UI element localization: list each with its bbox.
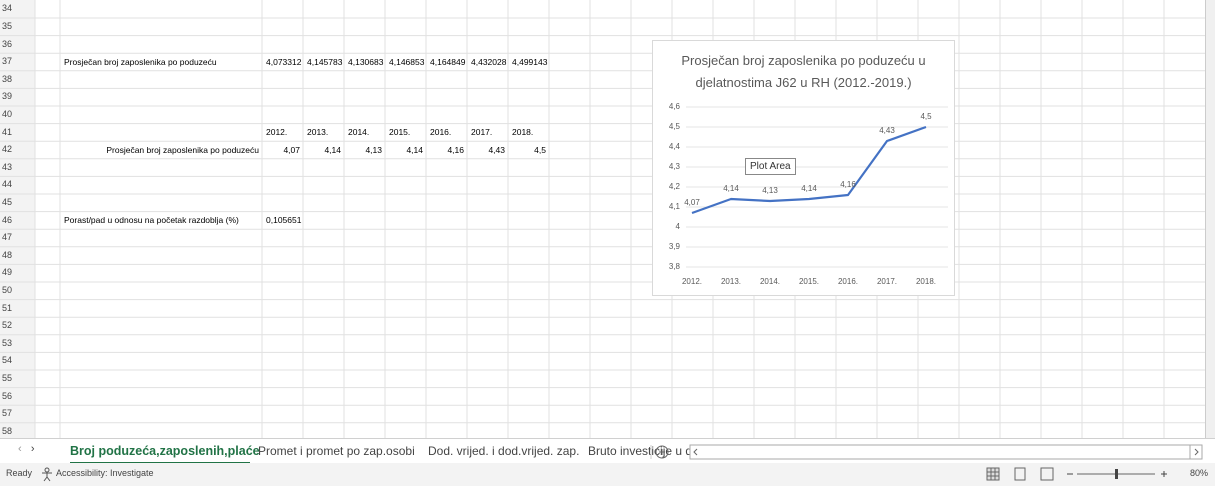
cell: 4,07 [283,144,300,155]
row-number: 40 [2,109,13,119]
y-tick-label: 4,2 [669,182,681,191]
row-number: 53 [2,337,13,348]
y-tick-label: 4,6 [669,102,681,111]
chart[interactable]: 3,8 3,9 4 4,1 4,2 4,3 4,4 4,5 4,6 2012. 2013. 2014.… [652,40,955,296]
cell: 2016. [430,127,452,138]
row-number: 41 [2,126,13,137]
row-number: 43 [2,161,13,172]
data-label: 4,13 [762,186,778,195]
row-number: 46 [2,214,13,225]
row-number: 36 [2,38,13,49]
cell: 4,5 [534,144,546,155]
row-number: 34 [2,3,13,14]
page-layout-view[interactable] [1014,467,1026,481]
sheet-grid [0,0,1205,440]
y-tick-label: 4,4 [669,142,681,151]
y-tick-label: 4,1 [669,202,681,211]
tab-controls [650,444,1203,460]
x-tick-label: 2016. [838,277,858,286]
row-number: 48 [2,249,13,260]
x-tick-label: 2015. [799,277,819,286]
accessibility-icon [42,467,52,482]
row-number: 57 [2,408,13,419]
row-number: 42 [2,144,13,155]
data-label: 4,07 [684,198,700,207]
cell: 4,164849 [430,56,466,67]
cell: 4,130683 [348,56,384,67]
y-tick-label: 4 [676,222,681,231]
cell: 4,073312 [266,56,302,67]
cell: 4,16 [447,144,464,155]
page-break-view[interactable] [1040,467,1054,481]
row-number: 55 [2,373,13,383]
row-number: 50 [2,285,13,295]
data-label: 4,16 [840,180,856,189]
cell: 2015. [389,127,411,138]
row-number: 38 [2,73,13,84]
cell: 4,14 [406,144,423,155]
row-number: 44 [2,179,13,190]
row-number: 37 [2,56,13,67]
cell: 4,145783 [307,56,343,67]
tab-nav[interactable]: ‹ › [18,443,35,455]
row-number: 56 [2,390,13,401]
data-label: 4,14 [801,184,817,193]
x-tick-label: 2017. [877,277,897,286]
chart-border [652,40,955,296]
row-number: 39 [2,91,13,102]
data-label: 4,5 [920,112,932,121]
row-number: 35 [2,21,13,31]
row-number: 58 [2,425,13,436]
h-scrollbar[interactable] [689,444,1203,460]
normal-view[interactable] [986,467,1000,481]
tooltip: Plot Area [745,158,796,175]
row-number: 54 [2,355,13,366]
cell: 4,499143 [512,56,548,67]
cell: 2013. [307,127,329,138]
cell: 4,432028 [471,56,507,67]
line [691,125,927,215]
row-header-bg [0,0,35,438]
cell: 4,43 [488,144,505,155]
y-tick-label: 3,9 [669,242,681,251]
x-tick-label: 2014. [760,277,780,286]
status-accessibility[interactable]: Accessibility: Investigate [56,468,154,478]
cell: 0,105651 [266,215,302,226]
sheet-tab-active[interactable]: Broj poduzeća,zaposlenih,plaće [70,440,260,464]
chart-title: Prosječan broj zaposlenika po poduzeću u… [681,53,926,90]
row-number: 51 [2,302,13,313]
cell: 2014. [348,127,370,138]
view-zoom-controls [986,467,1167,481]
sheet-tab[interactable]: Promet i promet po zap.osobi [258,444,415,458]
cell: Prosječan broj zaposlenika po poduzeću [106,144,259,155]
row-number: 45 [2,197,13,207]
status-ready: Ready [6,468,33,478]
y-tick-label: 4,5 [669,122,681,131]
row-number: 47 [2,232,13,243]
cell: Prosječan broj zaposlenika po poduzeću [64,56,217,67]
status-bar [0,463,1215,486]
row-number: 52 [2,320,13,331]
cell: 2012. [266,127,288,138]
v-scrollbar[interactable] [1205,0,1215,438]
zoom-level[interactable]: 80% [1190,468,1209,478]
sheet-tab[interactable]: Bruto investicije u dı ... [588,444,709,458]
sheet-tab[interactable]: Dod. vrijed. i dod.vrijed. zap. [428,444,580,458]
cell: 4,13 [365,144,382,155]
x-tick-label: 2012. [682,277,702,286]
cell: Porast/pad u odnosu na početak razdoblja… [64,215,239,226]
cell: 4,14 [324,144,341,155]
data-label: 4,14 [723,184,739,193]
row-number: 49 [2,267,13,278]
y-tick-label: 4,3 [669,162,681,171]
cell: 2018. [512,127,534,138]
x-tick-label: 2013. [721,277,741,286]
cell: 4,146853 [389,56,425,67]
data-label: 4,43 [879,126,895,135]
cell: 2017. [471,127,493,138]
x-tick-label: 2018. [916,277,936,286]
y-tick-label: 3,8 [669,262,681,271]
add-sheet[interactable] [655,445,669,459]
